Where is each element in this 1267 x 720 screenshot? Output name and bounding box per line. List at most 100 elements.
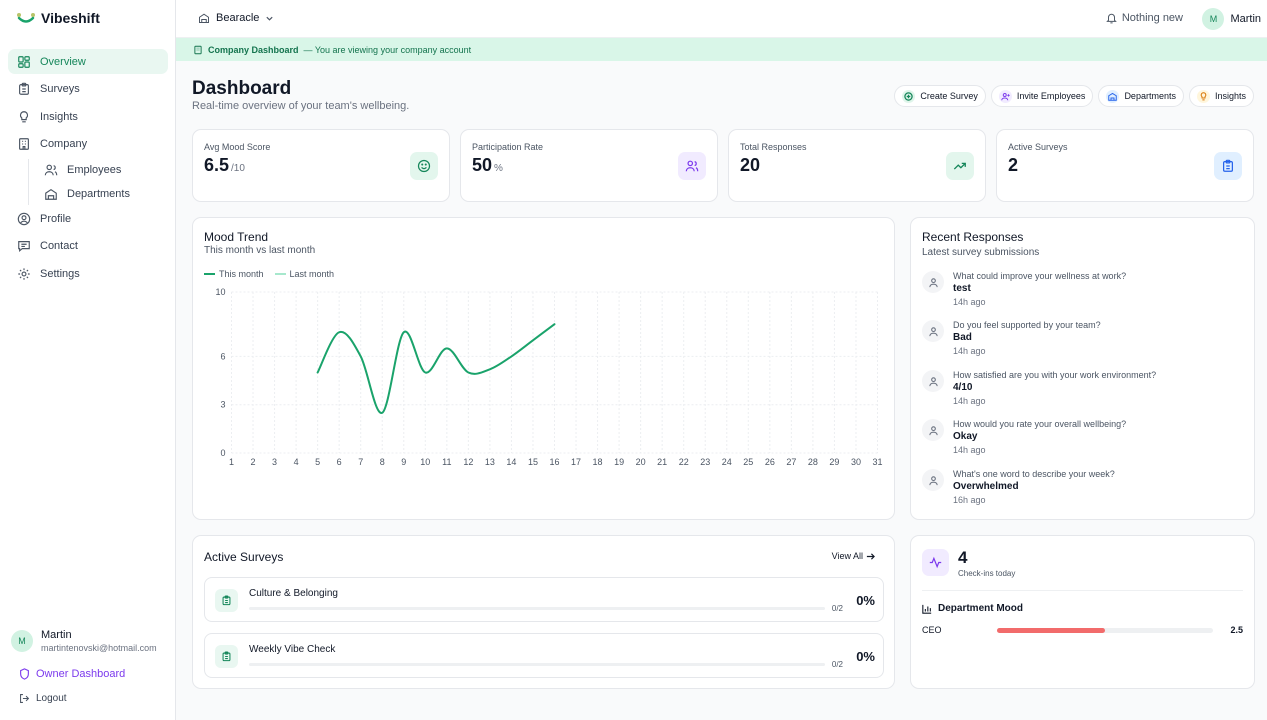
survey-name: Weekly Vibe Check <box>249 644 336 655</box>
insights-button[interactable]: Insights <box>1188 85 1254 107</box>
x-tick-label: 7 <box>358 457 363 467</box>
notifications-button[interactable]: Nothing new <box>1106 12 1183 24</box>
banner-text: — You are viewing your company account <box>303 44 472 55</box>
org-switcher[interactable]: Bearacle <box>198 12 274 24</box>
x-tick-label: 30 <box>851 457 861 467</box>
mood-trend-subtitle: This month vs last month <box>204 245 316 256</box>
x-tick-label: 1 <box>229 457 234 467</box>
clipboard-icon <box>215 645 238 668</box>
notifications-label: Nothing new <box>1121 12 1183 24</box>
sidebar-item-label: Profile <box>40 212 72 225</box>
survey-row[interactable]: Weekly Vibe Check 0/2 0% <box>204 633 884 678</box>
active-surveys-card: Active Surveys View All Culture & Belong… <box>192 535 895 689</box>
response-item[interactable]: Do you feel supported by your team? Bad 14… <box>922 320 1101 356</box>
activity-icon <box>922 549 949 576</box>
user-icon <box>922 271 944 293</box>
view-all-link[interactable]: View All <box>832 551 875 561</box>
grid-icon <box>18 55 30 68</box>
departments-label: Departments <box>1124 91 1176 101</box>
departments-button[interactable]: Departments <box>1098 85 1184 107</box>
sidebar-item-employees[interactable]: Employees <box>35 159 168 181</box>
user-icon <box>922 469 944 491</box>
x-tick-label: 6 <box>337 457 342 467</box>
stat-card-avg-mood: Avg Mood Score 6.5/10 <box>192 129 450 202</box>
survey-percent: 0% <box>856 649 875 664</box>
x-tick-label: 17 <box>571 457 581 467</box>
stat-unit: /10 <box>231 163 245 174</box>
building-icon <box>194 45 202 54</box>
survey-row[interactable]: Culture & Belonging 0/2 0% <box>204 577 884 622</box>
users-icon <box>678 152 706 180</box>
brand-name: Vibeshift <box>41 10 100 26</box>
x-tick-label: 10 <box>420 457 430 467</box>
create-survey-button[interactable]: Create Survey <box>894 85 986 107</box>
x-tick-label: 12 <box>463 457 473 467</box>
response-item[interactable]: How would you rate your overall wellbein… <box>922 419 1126 455</box>
user-plus-icon <box>998 89 1012 103</box>
x-tick-label: 15 <box>528 457 538 467</box>
legend-swatch <box>274 273 286 275</box>
x-tick-label: 3 <box>272 457 277 467</box>
stat-label: Active Surveys <box>1008 142 1068 152</box>
recent-responses-card: Recent Responses Latest survey submissio… <box>910 217 1255 520</box>
sidebar-item-company[interactable]: Company <box>8 132 168 157</box>
sidebar-item-settings[interactable]: Settings <box>8 261 168 286</box>
brand[interactable]: Vibeshift <box>16 10 100 26</box>
sidebar-item-profile[interactable]: Profile <box>8 206 168 231</box>
survey-count: 0/2 <box>831 660 843 669</box>
stat-number: 50 <box>472 155 493 175</box>
survey-name: Culture & Belonging <box>249 588 338 599</box>
response-question: How satisfied are you with your work env… <box>953 370 1157 380</box>
user-name: Martin <box>1230 13 1261 25</box>
chart-legend: This month Last month <box>204 269 334 279</box>
department-value: 2.5 <box>1230 625 1243 635</box>
response-item[interactable]: What's one word to describe your week? Ov… <box>922 469 1115 505</box>
y-tick-label: 6 <box>220 351 225 361</box>
avatar: M <box>1202 8 1225 30</box>
owner-dashboard-link[interactable]: Owner Dashboard <box>19 668 125 680</box>
x-tick-label: 25 <box>743 457 753 467</box>
sidebar-item-label: Insights <box>40 110 78 123</box>
building-icon <box>199 13 209 23</box>
x-tick-label: 23 <box>700 457 710 467</box>
response-time: 16h ago <box>953 495 986 505</box>
clipboard-icon <box>1214 152 1242 180</box>
view-all-label: View All <box>831 551 863 561</box>
banner-title: Company Dashboard <box>208 44 299 55</box>
sidebar-item-insights[interactable]: Insights <box>8 104 168 129</box>
department-mood-bar <box>997 628 1213 633</box>
smile-icon <box>410 152 438 180</box>
sidebar-user[interactable]: M Martin martintenovski@hotmail.com <box>11 629 157 653</box>
clipboard-icon <box>19 82 29 95</box>
arrow-right-icon <box>866 552 875 560</box>
legend-this-month[interactable]: This month <box>204 269 264 279</box>
stat-label: Participation Rate <box>472 142 544 152</box>
invite-employees-button[interactable]: Invite Employees <box>990 85 1094 107</box>
x-tick-label: 19 <box>614 457 624 467</box>
user-email: martintenovski@hotmail.com <box>41 643 157 653</box>
logout-label: Logout <box>36 693 67 704</box>
stat-value: 20 <box>740 155 760 176</box>
sidebar-item-surveys[interactable]: Surveys <box>8 77 168 102</box>
stat-label: Avg Mood Score <box>204 142 271 152</box>
legend-last-month[interactable]: Last month <box>274 269 334 279</box>
user-menu[interactable]: M Martin <box>1202 8 1261 30</box>
response-item[interactable]: How satisfied are you with your work env… <box>922 370 1156 406</box>
x-tick-label: 13 <box>485 457 495 467</box>
stat-value: 2 <box>1008 155 1018 176</box>
sidebar-item-overview[interactable]: Overview <box>8 49 168 74</box>
department-mood-title: Department Mood <box>922 603 1023 614</box>
lightbulb-icon <box>19 110 29 122</box>
bar-chart-icon <box>922 604 932 614</box>
sidebar-item-departments[interactable]: Departments <box>35 183 168 205</box>
response-item[interactable]: What could improve your wellness at work… <box>922 271 1126 307</box>
sidebar-item-label: Company <box>40 138 88 150</box>
x-tick-label: 5 <box>315 457 320 467</box>
sidebar-item-label: Employees <box>67 164 122 176</box>
sidebar-item-contact[interactable]: Contact <box>8 234 168 259</box>
owner-dashboard-label: Owner Dashboard <box>36 668 126 680</box>
user-icon <box>922 370 944 392</box>
logout-button[interactable]: Logout <box>19 693 67 704</box>
response-answer: test <box>953 283 971 294</box>
